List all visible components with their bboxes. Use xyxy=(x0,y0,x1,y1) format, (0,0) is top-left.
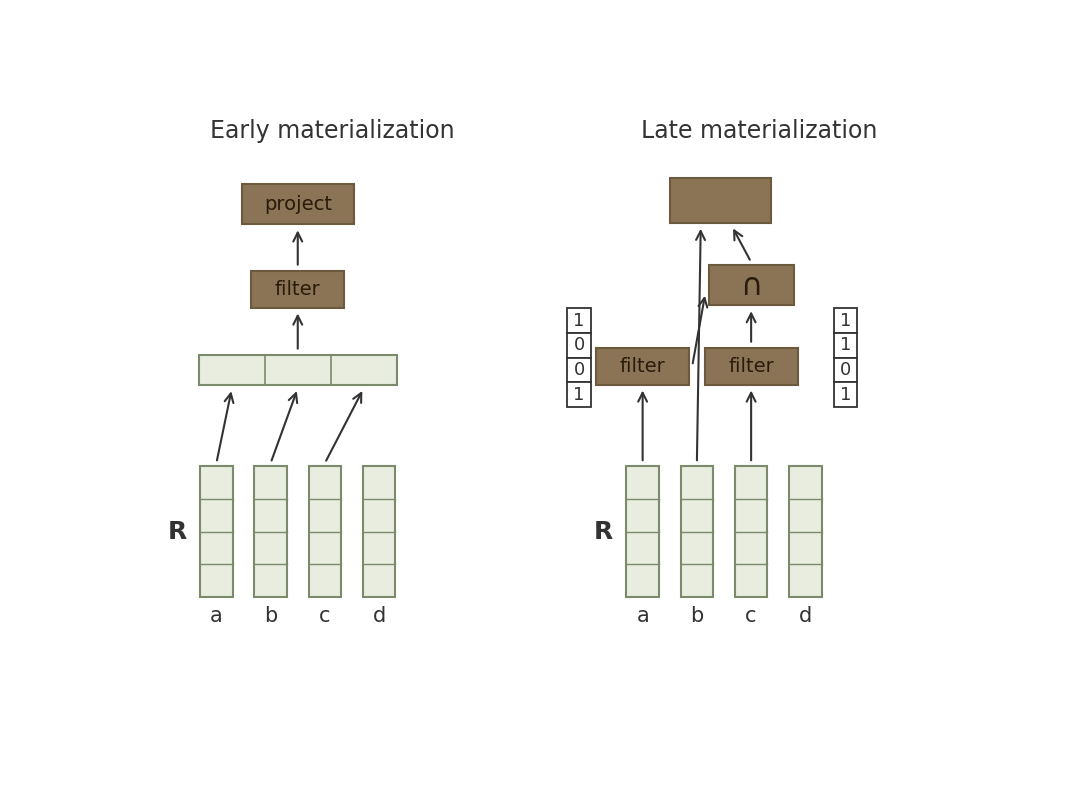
Text: R: R xyxy=(168,520,187,543)
Text: 1: 1 xyxy=(573,386,584,403)
Bar xyxy=(252,270,345,308)
Bar xyxy=(834,357,858,382)
Bar xyxy=(567,333,591,357)
Text: 0: 0 xyxy=(840,361,851,379)
Text: b: b xyxy=(690,606,703,626)
Text: 0: 0 xyxy=(573,336,584,354)
Bar xyxy=(363,466,395,597)
Bar xyxy=(255,466,287,597)
Text: filter: filter xyxy=(275,279,321,299)
Bar xyxy=(704,348,798,385)
Bar xyxy=(567,308,591,333)
Text: d: d xyxy=(373,606,386,626)
Text: Late materialization: Late materialization xyxy=(640,119,877,143)
Text: filter: filter xyxy=(728,357,774,376)
Bar xyxy=(626,466,659,597)
Text: 1: 1 xyxy=(840,386,851,403)
Text: b: b xyxy=(264,606,278,626)
Text: R: R xyxy=(594,520,613,543)
Text: a: a xyxy=(636,606,649,626)
Bar xyxy=(708,265,794,305)
Bar xyxy=(309,466,341,597)
Bar xyxy=(734,466,768,597)
Text: 1: 1 xyxy=(840,336,851,354)
Bar xyxy=(834,382,858,407)
Text: filter: filter xyxy=(620,357,665,376)
Bar xyxy=(567,357,591,382)
Bar xyxy=(242,184,354,225)
Text: project: project xyxy=(264,195,332,214)
Text: a: a xyxy=(210,606,222,626)
Text: d: d xyxy=(799,606,812,626)
Text: c: c xyxy=(745,606,757,626)
Bar xyxy=(567,382,591,407)
Bar xyxy=(200,466,232,597)
Bar xyxy=(680,466,713,597)
Text: ∩: ∩ xyxy=(740,270,762,299)
Text: Early materialization: Early materialization xyxy=(211,119,455,143)
Text: 1: 1 xyxy=(840,312,851,330)
Bar xyxy=(670,178,770,223)
Text: 0: 0 xyxy=(573,361,584,379)
Bar xyxy=(596,348,689,385)
Bar xyxy=(834,333,858,357)
Bar xyxy=(789,466,822,597)
Text: 1: 1 xyxy=(573,312,584,330)
Bar xyxy=(834,308,858,333)
Text: c: c xyxy=(319,606,330,626)
Bar xyxy=(199,354,396,386)
